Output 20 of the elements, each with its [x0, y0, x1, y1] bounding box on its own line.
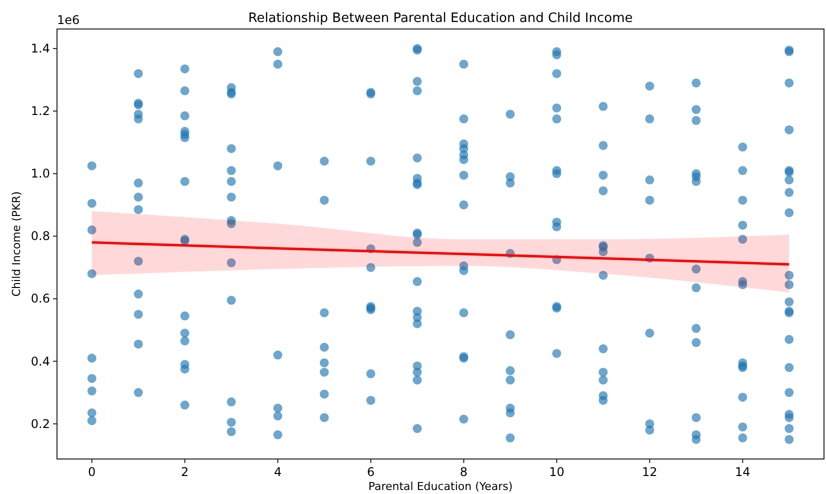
- x-tick-label: 2: [181, 465, 189, 479]
- x-tick-label: 4: [274, 465, 282, 479]
- x-tick-label: 10: [549, 465, 564, 479]
- y-tick-label: 0.4: [30, 354, 50, 368]
- x-tick-label: 8: [460, 465, 468, 479]
- chart-title: Relationship Between Parental Education and Child Income: [248, 11, 633, 26]
- y-tick-label: 1.2: [30, 104, 50, 118]
- y-tick-label: 0.2: [30, 416, 50, 431]
- y-tick-label: 1.4: [30, 42, 50, 56]
- x-tick-label: 0: [88, 465, 96, 479]
- y-tick-label: 1.0: [30, 166, 50, 181]
- y-tick-label: 0.6: [30, 292, 50, 306]
- x-tick-label: 12: [642, 465, 658, 479]
- y-tick-label: 0.8: [30, 229, 50, 244]
- text: 1e6: [57, 13, 80, 27]
- x-axis-title: Parental Education (Years): [368, 480, 513, 493]
- y-axis-title: Child Income (PKR): [10, 191, 23, 297]
- x-tick-label: 6: [366, 465, 375, 479]
- line-series: [90, 241, 790, 266]
- x-tick-label: 14: [735, 465, 750, 479]
